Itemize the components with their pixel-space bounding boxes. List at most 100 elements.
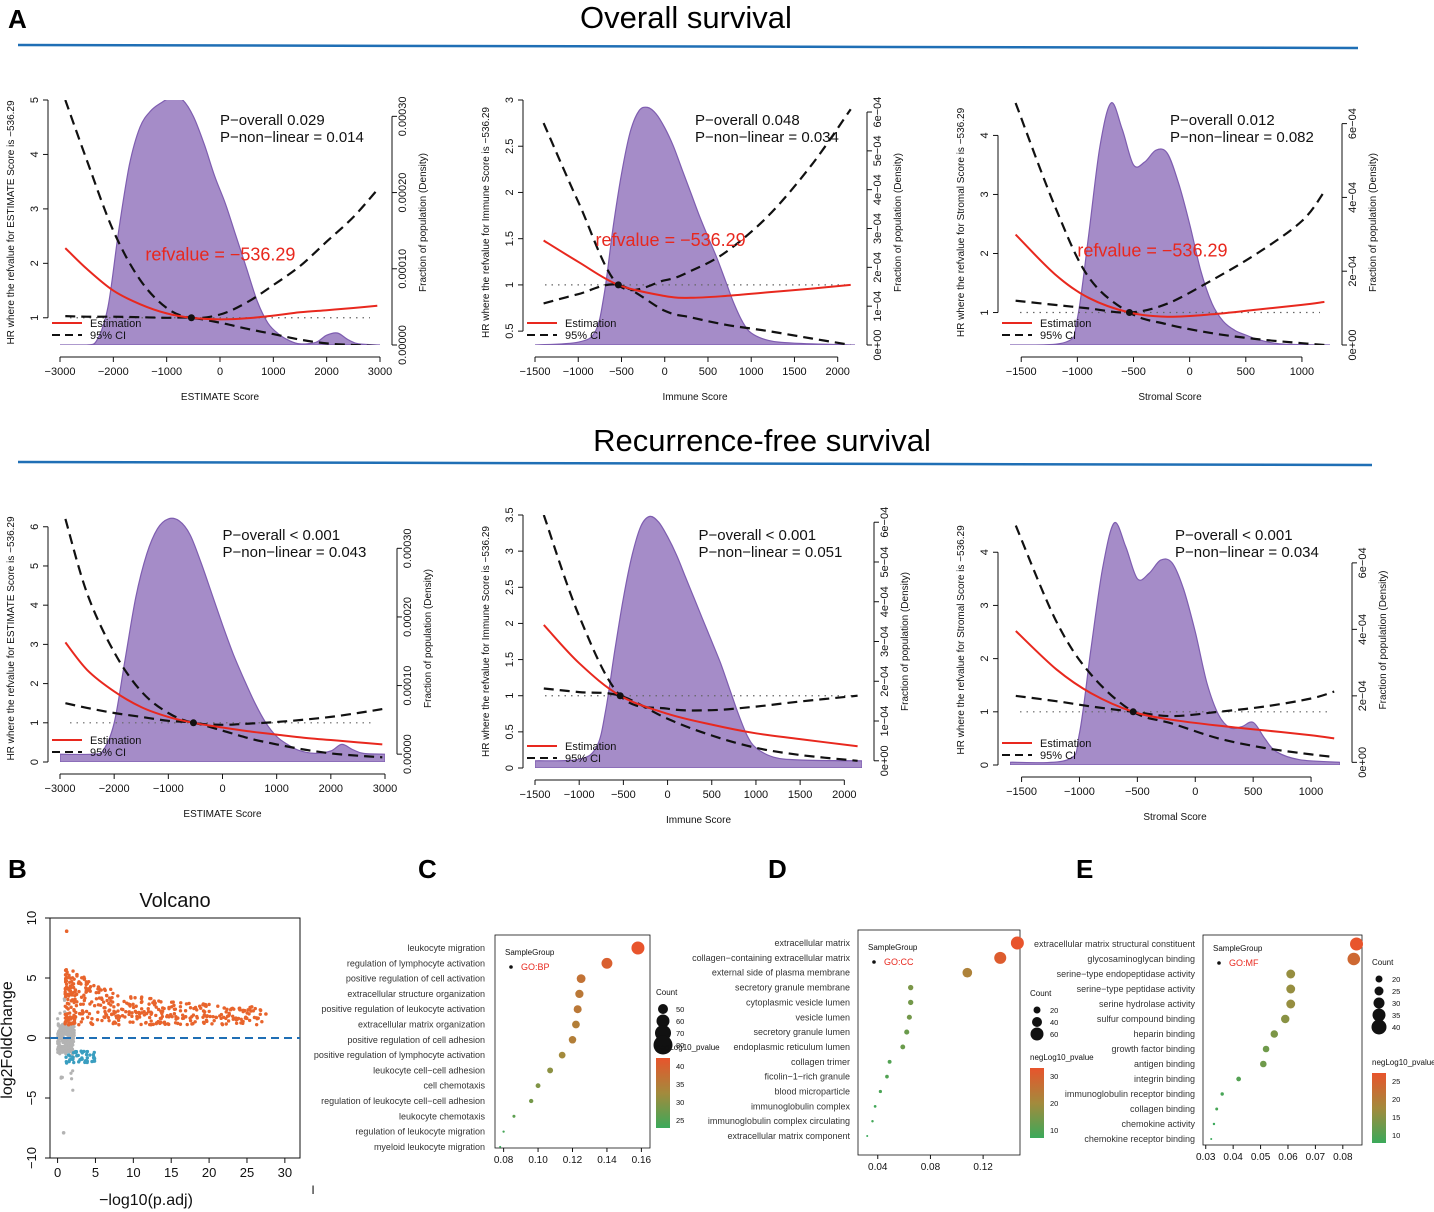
volcano-point-up (224, 1022, 228, 1026)
estimation-line (64, 247, 378, 321)
x-tick-label: −3000 (45, 783, 76, 795)
volcano-point-up (131, 1005, 136, 1010)
volcano-point-ns (56, 1017, 60, 1021)
go-grad-tick: 25 (676, 1116, 684, 1125)
volcano-point-up (71, 969, 75, 973)
x-axis-label: Immune Score (662, 392, 727, 403)
hr-panel-rfs_immune: 0 0.5 1 1.5 2 2.5 3 3.5 −1500 −1000 −500 0 500 1000 15… (481, 507, 911, 826)
x-tick-label: −2000 (99, 783, 130, 795)
volcano-point-up (96, 1010, 100, 1014)
x-tick-label: 0.08 (494, 1155, 514, 1166)
p-overall-text: P−overall < 0.001 (223, 527, 341, 544)
go-term-label: ficolin−1−rich granule (764, 1072, 850, 1082)
go-grad-title: negLog10_pvalue (1372, 1058, 1434, 1067)
go-grad-title: negLog10_pvalue (1030, 1053, 1094, 1062)
go-count-dot (1030, 1027, 1044, 1041)
volcano-point-up (64, 979, 69, 983)
volcano-point-up (133, 996, 137, 1000)
volcano-point-ns (71, 1088, 75, 1092)
volcano-point-up (195, 1014, 199, 1019)
volcano-point-ns (69, 1071, 73, 1075)
x-tick-label: −500 (609, 366, 634, 378)
panel-letter-a: A (8, 4, 27, 34)
volcano-point-up (202, 1013, 207, 1018)
estimation-line (1015, 630, 1335, 740)
y2-tick-label: 4e−04 (1347, 182, 1359, 213)
volcano-point-ns (64, 1031, 68, 1035)
volcano-point-up (101, 1000, 106, 1004)
refvalue-point (614, 281, 622, 289)
volcano-point-ns (71, 1026, 75, 1030)
volcano-point-up (122, 999, 126, 1004)
go-panel-go_mf: extracellular matrix structural constitu… (1034, 934, 1434, 1163)
x-tick-label: 2000 (832, 789, 856, 801)
go-term-label: immunoglobulin complex circulating (708, 1116, 850, 1126)
go-dot (601, 957, 613, 969)
volcano-point-up (79, 995, 84, 999)
x-tick-label: −1000 (153, 783, 184, 795)
volcano-point-up (224, 1010, 228, 1014)
volcano-point-up (74, 1003, 79, 1008)
volcano-point-down (84, 1052, 89, 1057)
ci-upper-line (64, 100, 379, 320)
x-tick-label: −1500 (520, 366, 551, 378)
volcano-point-ns (68, 1031, 72, 1035)
y-tick-label: 1.5 (504, 231, 516, 246)
volcano-point-ns (62, 998, 67, 1002)
volcano-point-up (258, 1008, 262, 1012)
volcano-point-up (178, 1005, 183, 1009)
y-tick-label: 1 (504, 693, 516, 699)
hr-panel-rfs_stromal: 0 1 2 3 4 −1500 −1000 −500 0 500 1000 Stromal Score… (956, 522, 1389, 823)
p-overall-text: P−overall 0.048 (695, 112, 800, 129)
go-term-label: immunoglobulin receptor binding (1065, 1089, 1195, 1099)
ci-lower-line (65, 315, 378, 345)
x-tick-label: 1500 (788, 789, 812, 801)
y2-axis-label: Fraction of population (Density) (423, 569, 434, 708)
volcano-point-up (73, 1017, 77, 1021)
volcano-point-up (83, 996, 87, 1000)
volcano-point-up (127, 1012, 131, 1017)
x-tick-label: 3000 (373, 783, 397, 795)
volcano-point-up (70, 993, 74, 997)
volcano-point-up (90, 1017, 94, 1021)
x-tick-label: 500 (699, 366, 717, 378)
volcano-point-up (82, 977, 86, 981)
volcano-point-up (107, 1018, 111, 1023)
go-term-label: leukocyte cell−cell adhesion (373, 1065, 485, 1075)
volcano-point-up (220, 1022, 225, 1027)
volcano-point-up (77, 989, 81, 994)
volcano-point-up (172, 1007, 177, 1011)
go-dot (906, 1014, 912, 1020)
volcano-point-up (180, 1013, 185, 1017)
volcano-point-up (81, 1002, 85, 1006)
go-term-label: leukocyte chemotaxis (399, 1111, 486, 1121)
go-dot (900, 1044, 906, 1050)
volcano-point-up (166, 1022, 170, 1026)
x-axis-label: Stromal Score (1143, 812, 1207, 823)
legend-estimation-label: Estimation (1040, 318, 1091, 330)
go-dot (1220, 1092, 1224, 1096)
x-tick-label: 500 (1244, 786, 1262, 798)
volcano-point-ns (65, 1050, 70, 1054)
x-tick-label: −500 (1121, 366, 1146, 378)
go-dot (535, 1083, 541, 1089)
go-legend-dot (509, 965, 513, 969)
volcano-point-up (162, 1020, 167, 1024)
volcano-point-up (212, 1018, 216, 1023)
volcano-point-up (201, 1020, 206, 1025)
volcano-point-up (127, 1010, 131, 1014)
ci-upper-line (1015, 690, 1335, 718)
volcano-point-ns (61, 1038, 66, 1042)
volcano-point-up (65, 1016, 69, 1020)
volcano-point-up (147, 1015, 152, 1020)
y-tick-label: 1 (29, 315, 41, 321)
go-term-label: extracellular matrix organization (358, 1020, 485, 1030)
x-axis-label: Stromal Score (1138, 392, 1202, 403)
volcano-point-up (214, 1015, 219, 1020)
go-term-label: leukocyte migration (407, 943, 485, 953)
volcano-point-down (67, 1059, 71, 1064)
volcano-point-down (85, 1060, 89, 1065)
go-panel-go_cc: extracellular matrix collagen−containing … (692, 929, 1094, 1173)
volcano-point-up (152, 999, 156, 1003)
section-title-recurrence-free-survival: Recurrence-free survival (593, 423, 931, 458)
